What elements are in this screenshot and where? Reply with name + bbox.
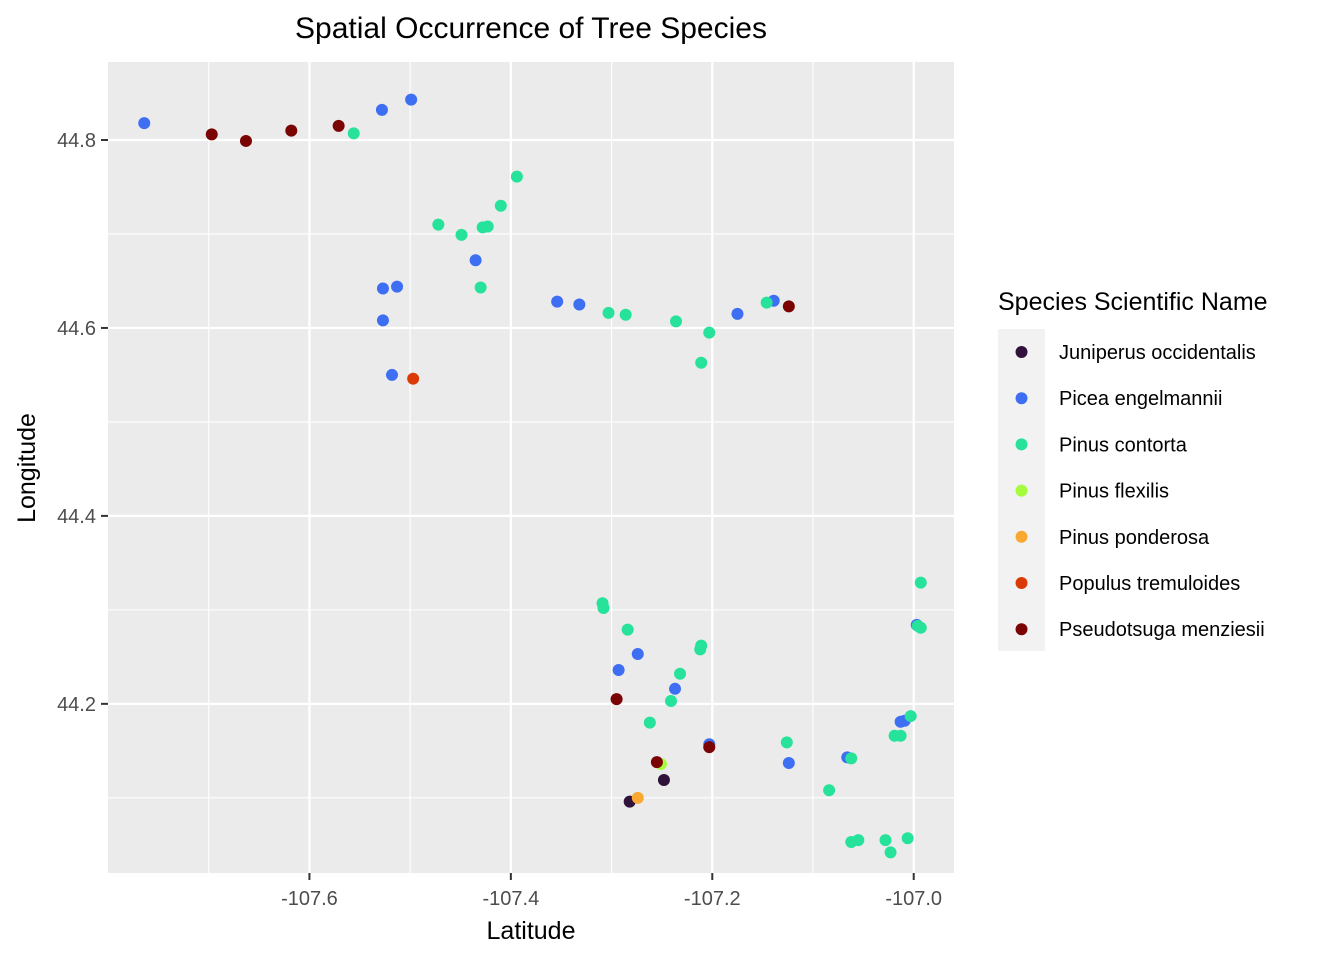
point-picea-engelmannii	[375, 103, 388, 116]
point-picea-engelmannii	[782, 757, 795, 770]
x-tick-label: -107.0	[885, 888, 942, 910]
point-pinus-contorta	[432, 218, 445, 231]
point-pseudotsuga-menziesii	[285, 124, 298, 137]
minor-gridlines	[108, 62, 954, 873]
legend-key-populus-tremuloides	[1015, 577, 1028, 589]
point-picea-engelmannii	[731, 307, 744, 320]
point-picea-engelmannii	[376, 282, 389, 295]
point-picea-engelmannii	[551, 295, 564, 308]
point-pinus-contorta	[621, 623, 634, 636]
point-picea-engelmannii	[138, 117, 151, 130]
point-picea-engelmannii	[631, 648, 644, 661]
plot-panel	[108, 62, 954, 873]
point-pinus-contorta	[894, 729, 907, 742]
point-pinus-contorta	[602, 306, 615, 319]
point-picea-engelmannii	[405, 93, 418, 106]
x-tick-label: -107.2	[684, 888, 741, 910]
point-picea-engelmannii	[386, 368, 399, 381]
y-tick-label: 44.6	[57, 318, 96, 340]
point-picea-engelmannii	[391, 280, 404, 293]
point-pseudotsuga-menziesii	[782, 300, 795, 313]
point-pseudotsuga-menziesii	[650, 756, 663, 769]
legend-label-pseudotsuga-menziesii: Pseudotsuga menziesii	[1059, 619, 1265, 641]
major-gridlines	[108, 62, 954, 873]
point-pinus-contorta	[904, 710, 917, 723]
point-pseudotsuga-menziesii	[205, 128, 218, 141]
legend: Species Scientific Name Juniperus occide…	[998, 288, 1268, 651]
y-axis-title: Longitude	[13, 413, 41, 523]
point-pinus-contorta	[619, 308, 632, 321]
point-pinus-contorta	[510, 170, 523, 183]
point-pinus-contorta	[760, 296, 773, 309]
legend-label-juniperus-occidentalis: Juniperus occidentalis	[1059, 342, 1256, 364]
point-pseudotsuga-menziesii	[610, 693, 623, 706]
point-picea-engelmannii	[669, 682, 682, 695]
data-points	[138, 93, 927, 859]
legend-label-pinus-flexilis: Pinus flexilis	[1059, 481, 1169, 503]
point-pinus-contorta	[664, 695, 677, 708]
point-pinus-contorta	[455, 228, 468, 241]
point-pinus-contorta	[695, 356, 708, 369]
x-axis-ticks: -107.6 -107.4 -107.2 -107.0	[281, 873, 942, 910]
point-pinus-contorta	[670, 315, 683, 328]
y-tick-label: 44.8	[57, 130, 96, 152]
point-pinus-contorta	[780, 736, 793, 749]
point-pinus-contorta	[845, 752, 858, 765]
point-pinus-contorta	[481, 220, 494, 233]
point-juniperus-occidentalis	[657, 773, 670, 786]
point-pseudotsuga-menziesii	[332, 119, 345, 132]
point-pinus-contorta	[597, 601, 610, 614]
point-pinus-contorta	[879, 834, 892, 847]
legend-key-pinus-flexilis	[1015, 484, 1028, 497]
x-axis-title: Latitude	[487, 917, 576, 945]
point-pinus-contorta	[852, 834, 865, 847]
legend-label-populus-tremuloides: Populus tremuloides	[1059, 573, 1240, 595]
legend-key-pseudotsuga-menziesii	[1015, 623, 1028, 636]
legend-key-juniperus-occidentalis	[1015, 346, 1028, 358]
point-pseudotsuga-menziesii	[703, 741, 716, 754]
point-pinus-contorta	[474, 281, 487, 294]
legend-label-pinus-ponderosa: Pinus ponderosa	[1059, 527, 1210, 549]
point-pseudotsuga-menziesii	[239, 134, 252, 147]
x-tick-label: -107.6	[281, 888, 338, 910]
point-pinus-contorta	[643, 716, 656, 729]
point-pinus-contorta	[703, 326, 716, 339]
y-tick-label: 44.4	[57, 506, 96, 528]
point-picea-engelmannii	[469, 254, 482, 267]
point-pinus-contorta	[674, 667, 687, 680]
legend-key-picea-engelmannii	[1015, 392, 1028, 405]
point-pinus-ponderosa	[631, 791, 644, 804]
point-picea-engelmannii	[376, 314, 389, 327]
legend-key-pinus-ponderosa	[1015, 530, 1028, 543]
point-pinus-contorta	[914, 621, 927, 634]
point-pinus-contorta	[823, 784, 836, 797]
point-pinus-contorta	[494, 199, 507, 212]
point-picea-engelmannii	[612, 664, 625, 677]
y-axis-ticks: 44.2 44.4 44.6 44.8	[57, 130, 108, 716]
x-tick-label: -107.4	[482, 888, 539, 910]
point-pinus-contorta	[884, 846, 897, 859]
legend-label-pinus-contorta: Pinus contorta	[1059, 434, 1188, 456]
legend-key-pinus-contorta	[1015, 438, 1028, 451]
point-pinus-contorta	[914, 576, 927, 589]
point-pinus-contorta	[347, 127, 360, 140]
legend-label-picea-engelmannii: Picea engelmannii	[1059, 388, 1222, 410]
chart-title: Spatial Occurrence of Tree Species	[295, 12, 767, 45]
y-tick-label: 44.2	[57, 694, 96, 716]
legend-title: Species Scientific Name	[998, 288, 1268, 316]
point-pinus-contorta	[901, 832, 914, 845]
point-populus-tremuloides	[407, 372, 420, 385]
point-pinus-contorta	[694, 643, 707, 656]
point-picea-engelmannii	[573, 298, 586, 311]
